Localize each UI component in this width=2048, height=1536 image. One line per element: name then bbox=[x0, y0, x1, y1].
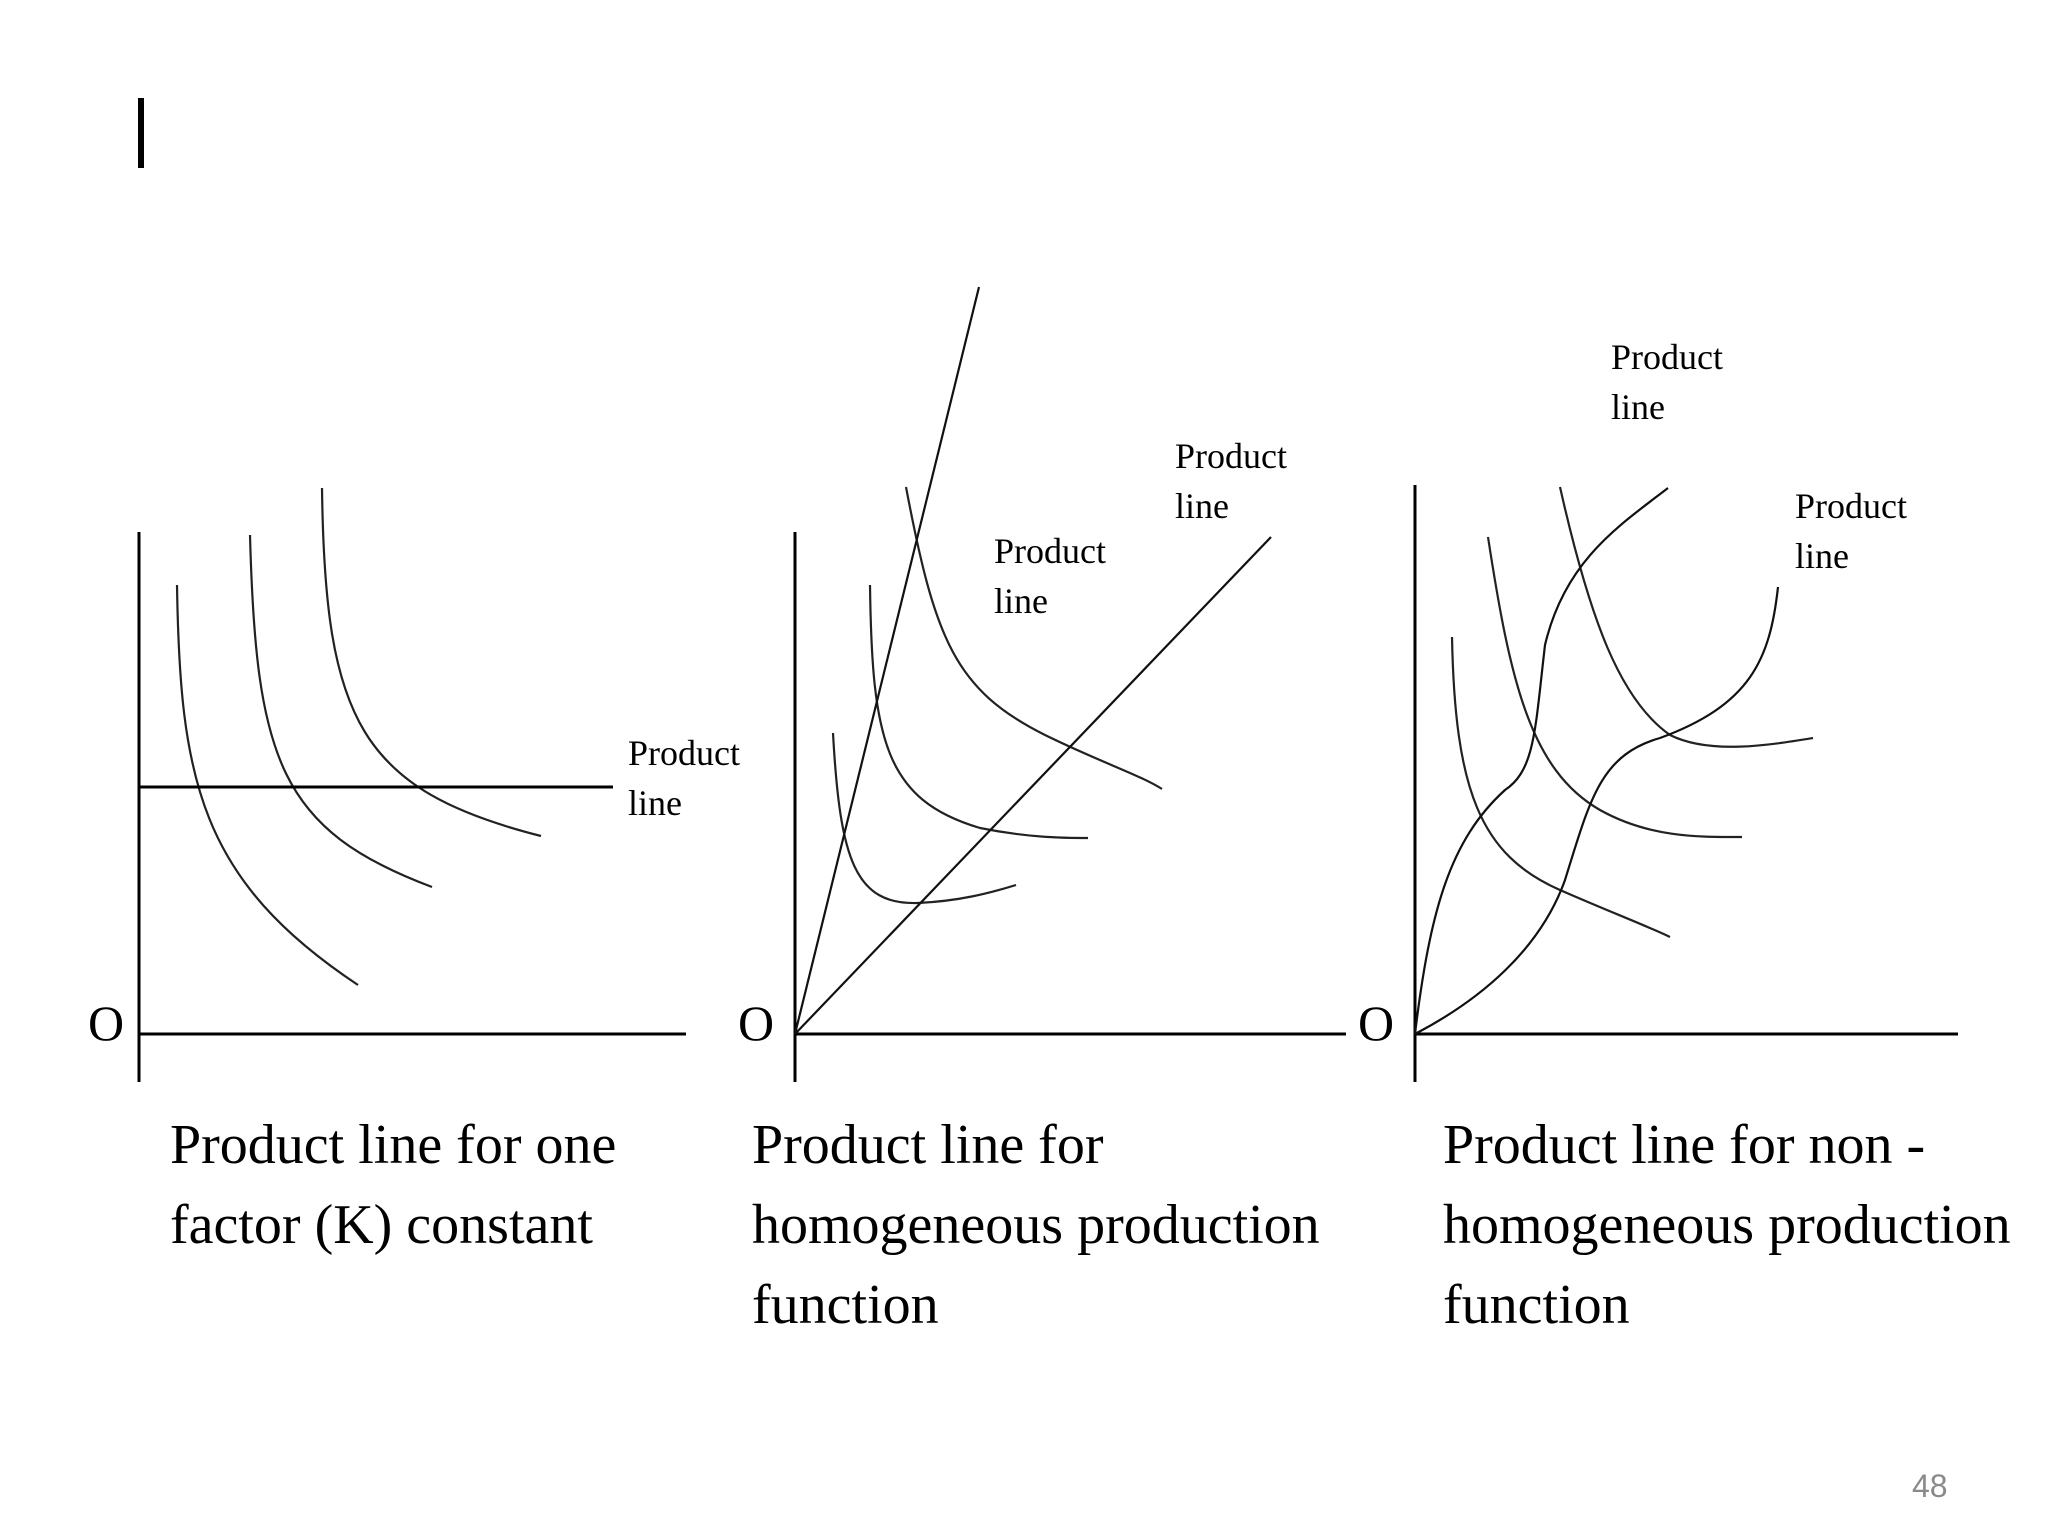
panel2-product-line-shallow bbox=[794, 536, 1272, 1035]
panel2-product-line-label-b: Product line bbox=[1175, 436, 1296, 526]
panel3-product-line-label-a: Product line bbox=[1611, 337, 1732, 427]
panel2-product-line-label-a: Product line bbox=[994, 531, 1115, 621]
panel3-caption-line-2: homogeneous production bbox=[1443, 1194, 2011, 1256]
slide-page-number: 48 bbox=[1912, 1468, 1948, 1504]
panel2-caption-line-1: Product line for bbox=[752, 1114, 1104, 1176]
product-line-label-word-1: Product bbox=[628, 733, 740, 773]
panel2-product-line-steep bbox=[793, 286, 981, 1035]
panel1-caption: Product line for one factor (K) constant bbox=[170, 1105, 616, 1265]
product-line-label-word-2: line bbox=[1611, 387, 1665, 427]
panel2-isoquant-2 bbox=[868, 584, 1089, 840]
panel1-caption-line-1: Product line for one bbox=[170, 1114, 617, 1176]
panel1-origin-label: O bbox=[88, 995, 124, 1051]
panel3-origin-label: O bbox=[1358, 995, 1394, 1051]
product-line-label-word-1: Product bbox=[1611, 337, 1723, 377]
panel3-product-line-a bbox=[1413, 487, 1669, 1035]
product-line-label-word-2: line bbox=[1175, 486, 1229, 526]
panel1-isoquant-3 bbox=[320, 487, 542, 838]
text-cursor-bar bbox=[138, 98, 144, 168]
panel2-origin-label: O bbox=[738, 995, 774, 1051]
product-line-label-word-2: line bbox=[994, 581, 1048, 621]
product-line-label-word-2: line bbox=[628, 783, 682, 823]
panel2-isoquant-3 bbox=[904, 486, 1163, 790]
panel3-caption-line-3: function bbox=[1443, 1274, 1630, 1336]
panel2-isoquant-1 bbox=[831, 732, 1017, 905]
product-line-label-word-1: Product bbox=[1795, 486, 1907, 526]
panel3-product-line-label-b: Product line bbox=[1795, 486, 1916, 576]
panel1-isoquant-2 bbox=[248, 534, 433, 889]
panel-non-homogeneous: O Product line Product line bbox=[1358, 337, 1958, 1082]
panel2-caption-line-2: homogeneous production bbox=[752, 1194, 1320, 1256]
panel2-caption-line-3: function bbox=[752, 1274, 939, 1336]
panel3-isoquant-3 bbox=[1558, 486, 1814, 748]
panel1-product-line-label: Product line bbox=[628, 733, 749, 823]
panel2-caption: Product line for homogeneous production … bbox=[752, 1105, 1320, 1345]
panel3-caption: Product line for non - homogeneous produ… bbox=[1443, 1105, 2011, 1345]
product-line-label-word-2: line bbox=[1795, 536, 1849, 576]
product-line-label-word-1: Product bbox=[994, 531, 1106, 571]
panel-one-factor-constant: O Product line bbox=[88, 487, 749, 1082]
panel-homogeneous: O Product line Product line bbox=[738, 286, 1346, 1082]
panel1-caption-line-2: factor (K) constant bbox=[170, 1194, 593, 1256]
panel3-isoquant-1 bbox=[1450, 636, 1671, 938]
panel1-isoquant-1 bbox=[175, 584, 359, 986]
panel3-isoquant-2 bbox=[1486, 536, 1743, 839]
panel3-product-line-b bbox=[1414, 586, 1780, 1035]
product-line-label-word-1: Product bbox=[1175, 436, 1287, 476]
panel3-caption-line-1: Product line for non - bbox=[1443, 1114, 1926, 1176]
